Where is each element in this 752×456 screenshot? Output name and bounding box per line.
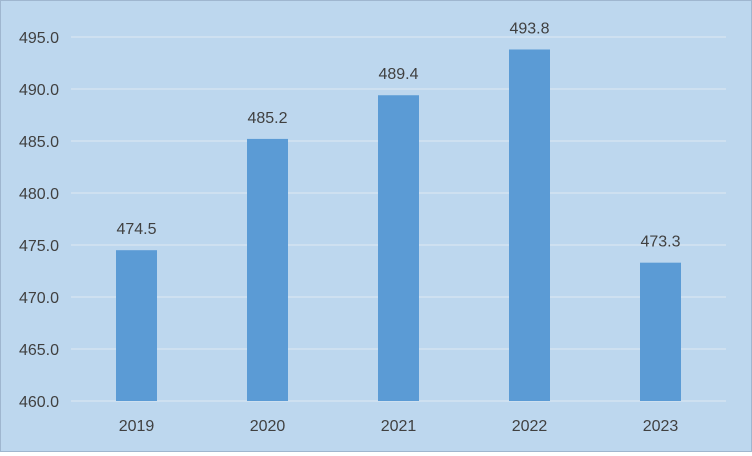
bar-2019 — [116, 250, 157, 401]
data-label-2021: 489.4 — [378, 66, 418, 83]
data-label-2022: 493.8 — [509, 20, 549, 37]
y-tick-label: 475.0 — [19, 238, 59, 255]
bar-2022 — [509, 49, 550, 401]
data-label-2023: 473.3 — [640, 234, 680, 251]
bar-2023 — [640, 262, 681, 401]
y-tick-label: 470.0 — [19, 290, 59, 307]
data-label-2020: 485.2 — [247, 110, 287, 127]
y-tick-label: 495.0 — [19, 30, 59, 47]
data-label-2019: 474.5 — [116, 221, 156, 238]
data-labels: 474.5 485.2 489.4 493.8 473.3 — [116, 20, 680, 250]
bars — [116, 49, 681, 402]
x-tick-label-2023: 2023 — [643, 418, 679, 435]
bar-2020 — [247, 138, 288, 402]
x-tick-label-2022: 2022 — [512, 418, 548, 435]
y-tick-label: 485.0 — [19, 134, 59, 151]
x-tick-label-2021: 2021 — [381, 418, 417, 435]
y-axis-tick-labels: 460.0 465.0 470.0 475.0 480.0 485.0 490.0 495.0 — [19, 30, 59, 411]
y-tick-label: 490.0 — [19, 82, 59, 99]
x-tick-label-2019: 2019 — [119, 418, 155, 435]
x-tick-label-2020: 2020 — [250, 418, 286, 435]
y-tick-label: 480.0 — [19, 186, 59, 203]
bar-2021 — [378, 95, 419, 402]
y-tick-label: 465.0 — [19, 342, 59, 359]
y-tick-label: 460.0 — [19, 394, 59, 411]
x-axis-tick-labels: 2019 2020 2021 2022 2023 — [119, 418, 679, 435]
